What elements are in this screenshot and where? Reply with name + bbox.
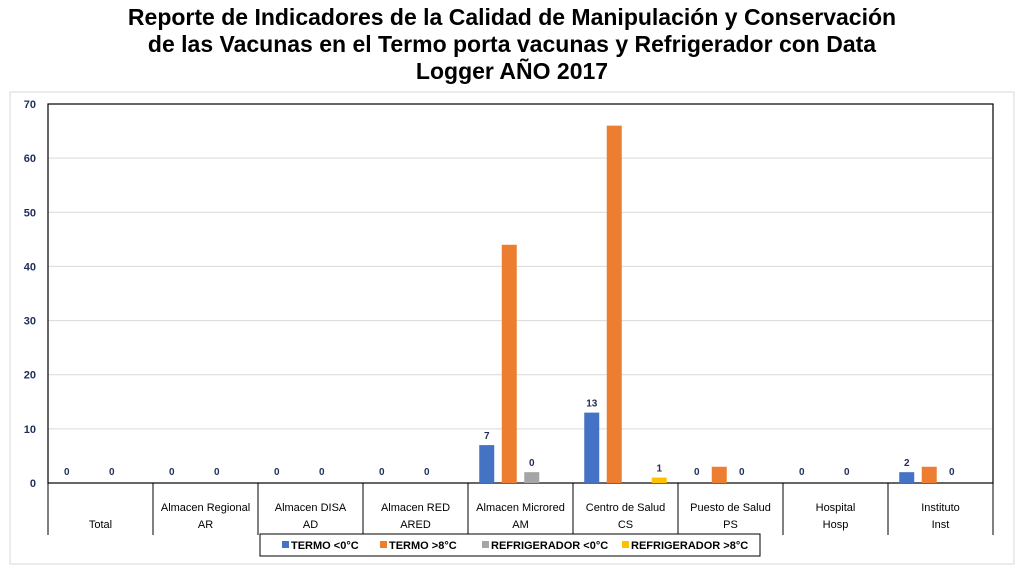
category-label: PS bbox=[723, 519, 738, 531]
legend-entry: REFRIGERADOR >8°C bbox=[631, 540, 748, 552]
category-label: AM bbox=[512, 519, 529, 531]
category-label-top: Puesto de Salud bbox=[690, 502, 771, 514]
data-label: 0 bbox=[739, 467, 745, 478]
chart-title-line-1: Reporte de Indicadores de la Calidad de … bbox=[127, 4, 897, 30]
data-label: 1 bbox=[656, 464, 662, 475]
data-label: 2 bbox=[904, 458, 910, 469]
data-label: 0 bbox=[424, 467, 430, 478]
data-label: 0 bbox=[214, 467, 220, 478]
data-label: 0 bbox=[169, 467, 175, 478]
legend-swatch-3 bbox=[622, 541, 629, 548]
data-label: 0 bbox=[529, 458, 535, 469]
bar-1-4 bbox=[501, 244, 517, 483]
category-label-top: Almacen Microred bbox=[476, 502, 565, 514]
category-label-top: Instituto bbox=[921, 502, 960, 514]
data-label: 7 bbox=[484, 431, 490, 442]
y-tick-label: 20 bbox=[24, 370, 36, 382]
data-label: 0 bbox=[319, 467, 325, 478]
y-tick-label: 60 bbox=[24, 153, 36, 165]
category-label-top: Hospital bbox=[816, 502, 856, 514]
legend-entry: TERMO >8°C bbox=[389, 540, 457, 552]
legend-entry: TERMO <0°C bbox=[291, 540, 359, 552]
chart-title-line-3: Logger AÑO 2017 bbox=[415, 58, 609, 84]
y-tick-label: 40 bbox=[24, 261, 36, 273]
bar-0-5 bbox=[584, 412, 600, 483]
legend-swatch-1 bbox=[380, 541, 387, 548]
category-label: Hosp bbox=[823, 519, 849, 531]
data-label: 0 bbox=[844, 467, 850, 478]
category-label-top: Centro de Salud bbox=[586, 502, 666, 514]
data-label: 0 bbox=[274, 467, 280, 478]
data-label: 13 bbox=[586, 399, 598, 410]
bar-2-4 bbox=[524, 472, 540, 483]
chart-title: Reporte de Indicadores de la Calidad de … bbox=[0, 4, 1024, 85]
bar-0-4 bbox=[479, 445, 495, 483]
y-tick-label: 10 bbox=[24, 424, 36, 436]
bar-1-5 bbox=[606, 125, 622, 484]
chart-frame bbox=[9, 91, 1015, 565]
y-tick-label: 50 bbox=[24, 207, 36, 219]
category-label-top: Almacen RED bbox=[381, 502, 450, 514]
bar-0-8 bbox=[899, 472, 915, 483]
data-label: 0 bbox=[799, 467, 805, 478]
data-label: 0 bbox=[64, 467, 70, 478]
y-tick-label: 70 bbox=[24, 99, 36, 111]
legend-entry: REFRIGERADOR <0°C bbox=[491, 540, 608, 552]
data-label: 0 bbox=[109, 467, 115, 478]
legend-box bbox=[259, 533, 761, 557]
category-label: AR bbox=[198, 519, 213, 531]
bar-3-5 bbox=[651, 477, 667, 483]
chart-title-line-2: de las Vacunas en el Termo porta vacunas… bbox=[147, 31, 877, 57]
legend-swatch-0 bbox=[282, 541, 289, 548]
legend-swatch-2 bbox=[482, 541, 489, 548]
category-label: CS bbox=[618, 519, 633, 531]
bar-1-8 bbox=[921, 466, 937, 483]
y-tick-label: 30 bbox=[24, 316, 36, 328]
plot-border bbox=[47, 103, 994, 484]
data-label: 0 bbox=[694, 467, 700, 478]
category-label-top: Almacen Regional bbox=[161, 502, 250, 514]
data-label: 0 bbox=[379, 467, 385, 478]
data-label: 0 bbox=[949, 467, 955, 478]
category-label: ARED bbox=[400, 519, 431, 531]
category-label-top: Almacen DISA bbox=[275, 502, 347, 514]
y-tick-label: 0 bbox=[30, 478, 36, 490]
category-label: Inst bbox=[932, 519, 950, 531]
bar-1-6 bbox=[711, 466, 727, 483]
category-label: Total bbox=[89, 519, 112, 531]
category-label: AD bbox=[303, 519, 318, 531]
